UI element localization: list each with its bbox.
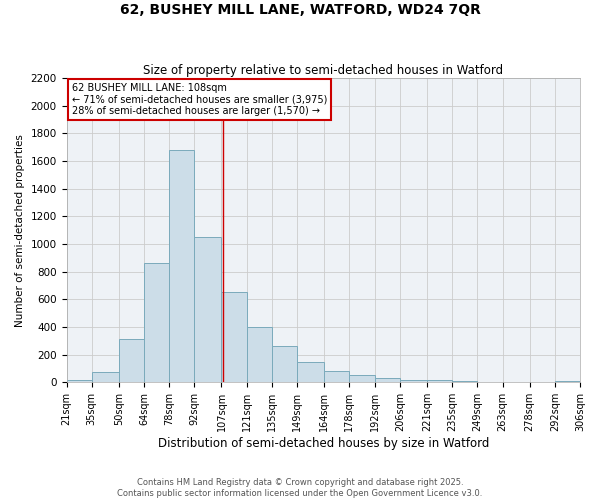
Bar [119, 340, 144, 382]
Bar [272, 346, 297, 382]
Bar [67, 380, 92, 382]
Bar [349, 374, 374, 382]
Bar [324, 372, 349, 382]
Bar [221, 292, 247, 382]
X-axis label: Distribution of semi-detached houses by size in Watford: Distribution of semi-detached houses by … [158, 437, 489, 450]
Bar [452, 381, 478, 382]
Y-axis label: Number of semi-detached properties: Number of semi-detached properties [15, 134, 25, 326]
Bar [374, 378, 400, 382]
Bar [427, 380, 452, 382]
Bar [144, 264, 169, 382]
Text: 62, BUSHEY MILL LANE, WATFORD, WD24 7QR: 62, BUSHEY MILL LANE, WATFORD, WD24 7QR [119, 2, 481, 16]
Bar [297, 362, 324, 382]
Bar [169, 150, 194, 382]
Bar [194, 237, 221, 382]
Text: 62 BUSHEY MILL LANE: 108sqm
← 71% of semi-detached houses are smaller (3,975)
28: 62 BUSHEY MILL LANE: 108sqm ← 71% of sem… [71, 82, 327, 116]
Bar [247, 327, 272, 382]
Text: Contains HM Land Registry data © Crown copyright and database right 2025.
Contai: Contains HM Land Registry data © Crown c… [118, 478, 482, 498]
Bar [400, 380, 427, 382]
Bar [92, 372, 119, 382]
Title: Size of property relative to semi-detached houses in Watford: Size of property relative to semi-detach… [143, 64, 503, 77]
Bar [555, 381, 580, 382]
